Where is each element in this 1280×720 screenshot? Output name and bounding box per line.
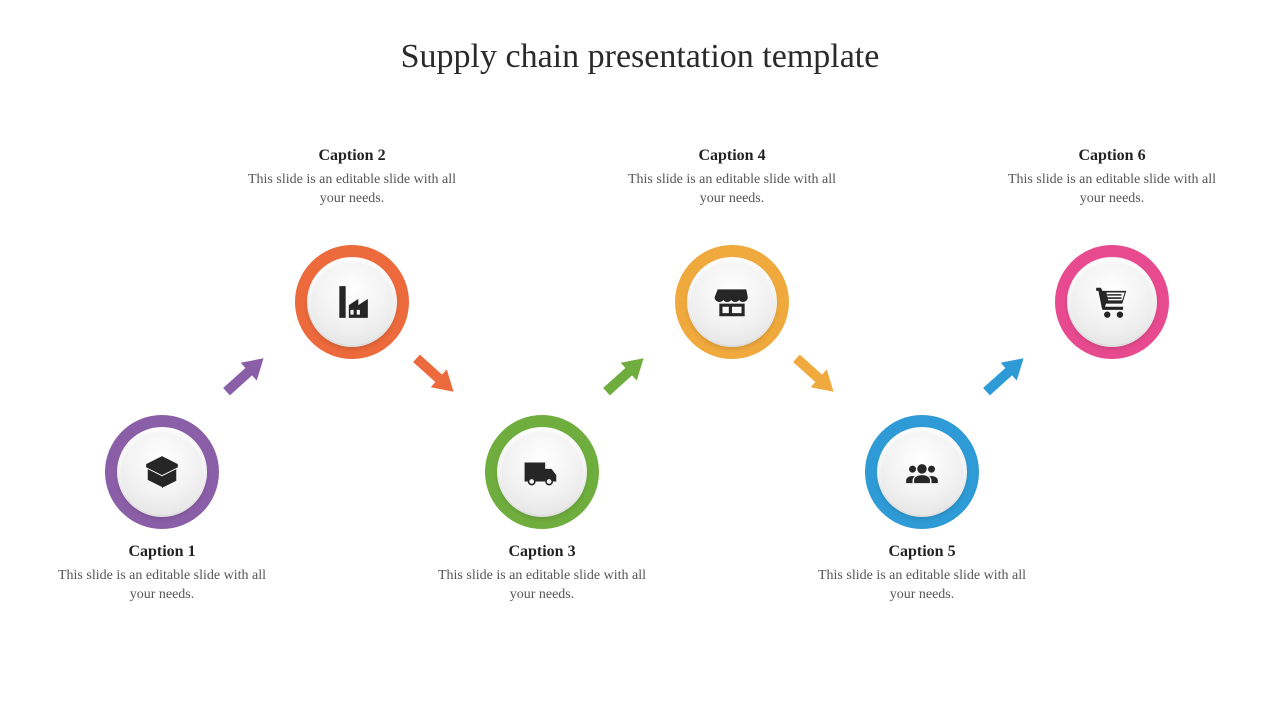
- caption-2-body: This slide is an editable slide with all…: [242, 171, 462, 209]
- caption-6-title: Caption 6: [1002, 147, 1222, 165]
- box-icon: [143, 453, 181, 491]
- inner-6: [1069, 259, 1155, 345]
- slide-title: Supply chain presentation template: [0, 38, 1280, 76]
- caption-3: Caption 3 This slide is an editable slid…: [432, 543, 652, 605]
- node-5: [865, 415, 979, 529]
- node-2: [295, 245, 409, 359]
- caption-3-body: This slide is an editable slide with all…: [432, 567, 652, 605]
- caption-1-title: Caption 1: [52, 543, 272, 561]
- caption-1: Caption 1 This slide is an editable slid…: [52, 543, 272, 605]
- cart-icon: [1093, 283, 1131, 321]
- people-icon: [903, 453, 941, 491]
- node-4: [675, 245, 789, 359]
- inner-2: [309, 259, 395, 345]
- inner-5: [879, 429, 965, 515]
- caption-1-body: This slide is an editable slide with all…: [52, 567, 272, 605]
- caption-6: Caption 6 This slide is an editable slid…: [1002, 147, 1222, 209]
- arrow-4: [788, 349, 841, 400]
- arrow-1: [218, 349, 271, 400]
- caption-6-body: This slide is an editable slide with all…: [1002, 171, 1222, 209]
- caption-3-title: Caption 3: [432, 543, 652, 561]
- node-3: [485, 415, 599, 529]
- node-1: [105, 415, 219, 529]
- node-6: [1055, 245, 1169, 359]
- factory-icon: [333, 283, 371, 321]
- caption-5-title: Caption 5: [812, 543, 1032, 561]
- caption-5: Caption 5 This slide is an editable slid…: [812, 543, 1032, 605]
- inner-1: [119, 429, 205, 515]
- inner-4: [689, 259, 775, 345]
- caption-2: Caption 2 This slide is an editable slid…: [242, 147, 462, 209]
- diagram-stage: Caption 1 This slide is an editable slid…: [70, 135, 1210, 655]
- truck-icon: [523, 453, 561, 491]
- store-icon: [713, 283, 751, 321]
- caption-4: Caption 4 This slide is an editable slid…: [622, 147, 842, 209]
- caption-4-title: Caption 4: [622, 147, 842, 165]
- arrow-5: [978, 349, 1031, 400]
- inner-3: [499, 429, 585, 515]
- arrow-2: [408, 349, 461, 400]
- caption-2-title: Caption 2: [242, 147, 462, 165]
- caption-4-body: This slide is an editable slide with all…: [622, 171, 842, 209]
- arrow-3: [598, 349, 651, 400]
- caption-5-body: This slide is an editable slide with all…: [812, 567, 1032, 605]
